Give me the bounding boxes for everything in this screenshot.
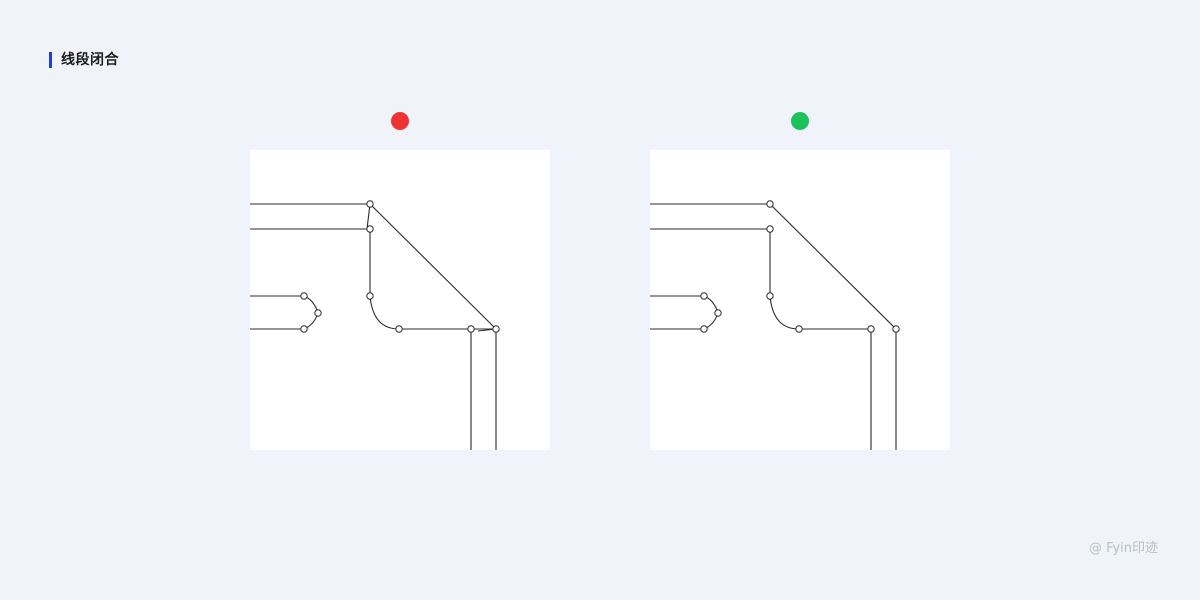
anchor-point <box>467 325 475 333</box>
inner-corner-arc <box>369 295 400 330</box>
anchor-point <box>300 325 308 333</box>
anchor-point <box>366 292 374 300</box>
diagonal-outer-edge <box>369 203 497 330</box>
anchor-point <box>700 325 708 333</box>
anchor-point <box>766 292 774 300</box>
diagonal-outer-edge <box>769 203 897 330</box>
anchor-point <box>766 200 774 208</box>
heading-accent-bar <box>49 52 52 68</box>
correct-path-diagram <box>650 200 900 450</box>
section-heading: 线段闭合 <box>49 51 119 69</box>
watermark: @ Fyin印迹 <box>1089 541 1158 556</box>
inner-corner-arc <box>769 295 800 330</box>
page-title: 线段闭合 <box>61 52 119 68</box>
correct-example-panel <box>650 150 950 450</box>
incorrect-example-panel <box>250 150 550 450</box>
anchor-point <box>766 225 774 233</box>
anchor-point <box>714 309 722 317</box>
correct-indicator-dot <box>791 112 809 130</box>
anchor-point <box>366 225 374 233</box>
anchor-point <box>366 200 374 208</box>
anchor-point <box>867 325 875 333</box>
open-seam-line <box>366 203 371 230</box>
anchor-point <box>492 325 500 333</box>
anchor-point <box>700 292 708 300</box>
anchor-point <box>314 309 322 317</box>
incorrect-path-diagram <box>250 200 500 450</box>
open-seam-wedge <box>471 328 497 332</box>
anchor-point <box>300 292 308 300</box>
incorrect-indicator-dot <box>391 112 409 130</box>
anchor-point <box>795 325 803 333</box>
anchor-point <box>892 325 900 333</box>
anchor-point <box>395 325 403 333</box>
